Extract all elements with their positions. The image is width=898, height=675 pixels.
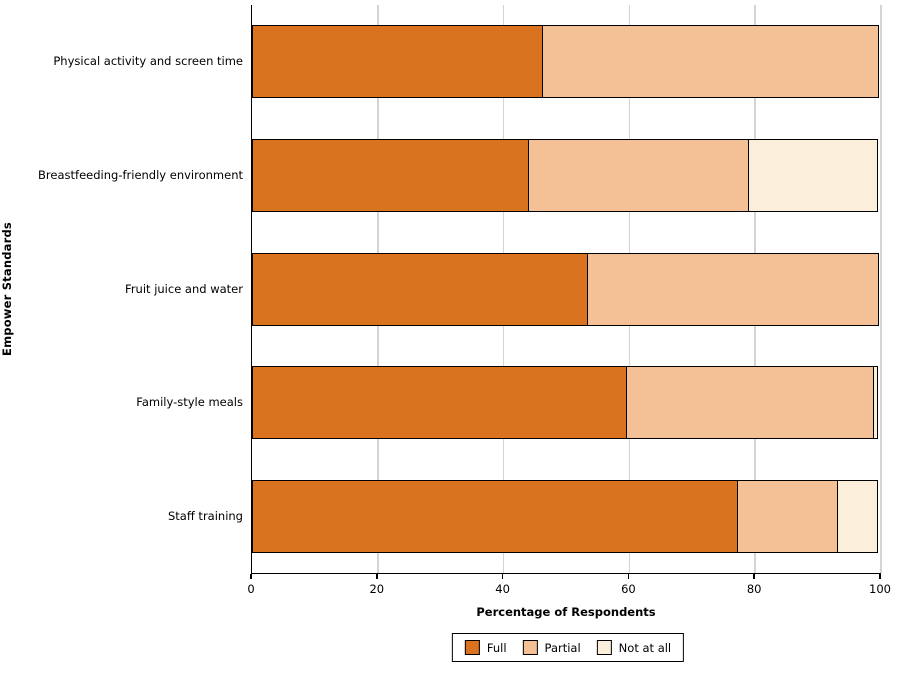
bar-segment-partial — [587, 252, 880, 326]
bar-row — [252, 479, 878, 553]
bar-row — [252, 138, 878, 212]
legend-label: Full — [486, 640, 507, 655]
x-tick-label: 100 — [869, 582, 891, 596]
x-tick-mark — [376, 574, 378, 579]
legend-swatch — [522, 640, 538, 655]
x-tick-label: 20 — [369, 582, 385, 596]
bar-segment-not-at-all — [748, 138, 878, 212]
x-tick-label: 0 — [247, 582, 255, 596]
legend-swatch — [464, 640, 480, 655]
bar-row — [252, 252, 880, 326]
gridline — [880, 5, 882, 573]
bar-segment-partial — [542, 25, 880, 99]
x-tick-mark — [753, 574, 755, 579]
bar-segment-not-at-all — [872, 366, 878, 440]
bar-segment-full — [252, 252, 589, 326]
legend-item-full: Full — [464, 640, 507, 655]
legend-label: Not at all — [618, 640, 672, 655]
category-label: Physical activity and screen time — [53, 54, 243, 69]
legend-label: Partial — [544, 640, 581, 655]
category-label: Breastfeeding-friendly environment — [38, 167, 243, 182]
category-label: Staff training — [168, 508, 243, 523]
category-label: Fruit juice and water — [125, 281, 243, 296]
legend: Full Partial Not at all — [451, 633, 685, 662]
x-tick-label: 40 — [495, 582, 510, 596]
x-tick-mark — [879, 574, 881, 579]
bar-row — [252, 366, 878, 440]
bar-segment-not-at-all — [837, 479, 878, 553]
bar-segment-full — [252, 479, 739, 553]
legend-swatch — [596, 640, 612, 655]
bar-segment-partial — [527, 138, 750, 212]
x-tick-mark — [250, 574, 252, 579]
bar-row — [252, 25, 880, 99]
x-tick-label: 60 — [621, 582, 636, 596]
x-tick-label: 80 — [746, 582, 762, 596]
bar-segment-full — [252, 25, 544, 99]
legend-item-partial: Partial — [522, 640, 581, 655]
x-axis-label: Percentage of Respondents — [476, 605, 656, 619]
x-tick-mark — [501, 574, 504, 579]
bar-segment-partial — [626, 366, 875, 440]
bar-segment-full — [252, 138, 530, 212]
y-category-labels: Physical activity and screen time Breastf… — [0, 0, 243, 575]
category-label: Family-style meals — [136, 395, 243, 410]
bar-segment-partial — [737, 479, 839, 553]
bar-segment-full — [252, 366, 628, 440]
legend-item-not-at-all: Not at all — [596, 640, 672, 655]
plot-area — [251, 5, 882, 574]
x-tick-mark — [627, 574, 630, 579]
